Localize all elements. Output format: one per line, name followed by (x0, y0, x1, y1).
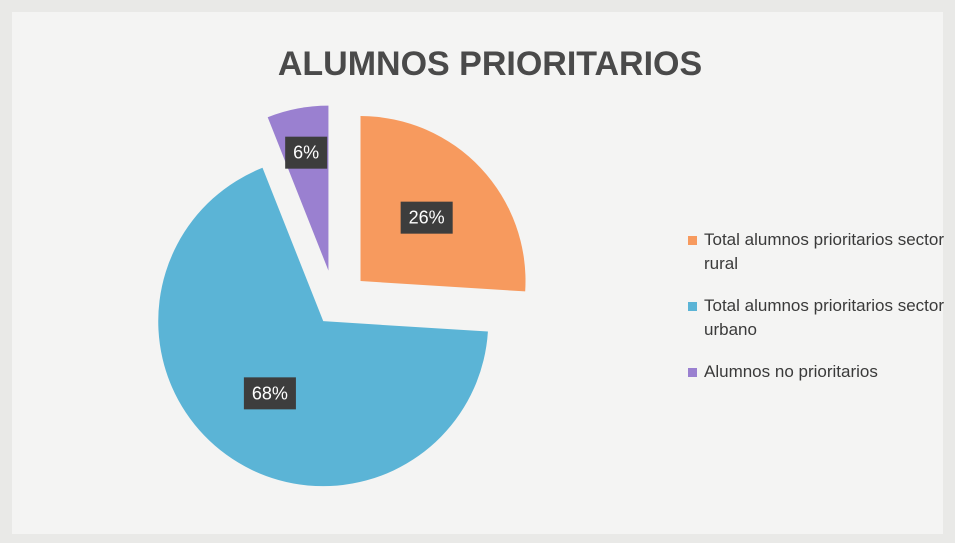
legend-swatch (688, 302, 697, 311)
data-label: 6% (293, 143, 319, 163)
legend-label: Alumnos no prioritarios (704, 362, 878, 381)
data-label: 68% (252, 383, 288, 403)
legend-swatch (688, 368, 697, 377)
legend-item: Total alumnos prioritarios sector urbano (688, 294, 950, 342)
legend-swatch (688, 236, 697, 245)
legend-label: Total alumnos prioritarios sector urbano (704, 296, 944, 339)
legend-item: Alumnos no prioritarios (688, 360, 950, 384)
pie-slice (158, 167, 488, 487)
legend-label: Total alumnos prioritarios sector rural (704, 230, 944, 273)
data-label-box (400, 201, 453, 234)
legend: Total alumnos prioritarios sector rural T… (688, 228, 950, 402)
chart-title: ALUMNOS PRIORITARIOS (278, 45, 702, 83)
data-label-box (285, 136, 328, 169)
legend-item: Total alumnos prioritarios sector rural (688, 228, 950, 276)
data-label-box (243, 377, 296, 410)
data-label: 26% (409, 208, 445, 228)
